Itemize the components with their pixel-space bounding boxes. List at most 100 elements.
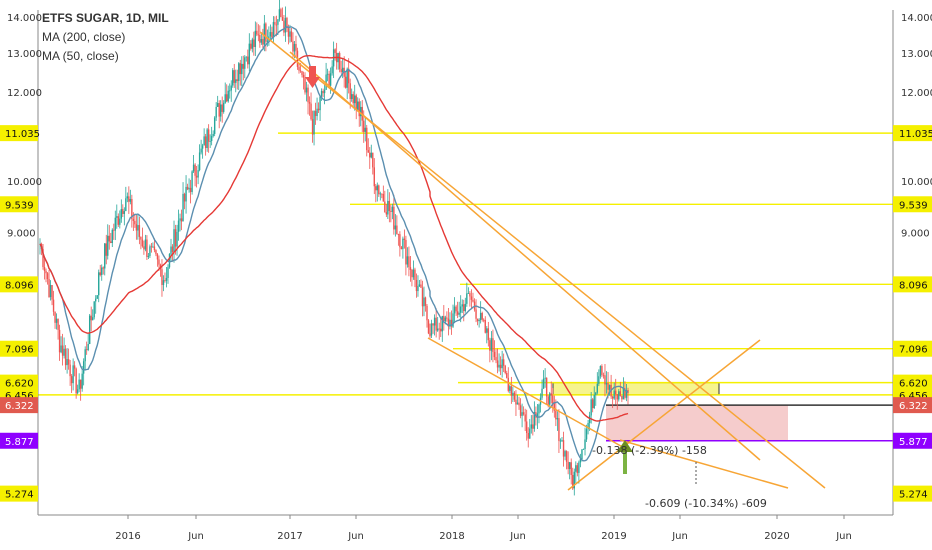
price-badge-text-right: 7.096 xyxy=(899,345,928,356)
x-tick-label: Jun xyxy=(835,531,852,542)
candle-body xyxy=(260,39,263,43)
ma50-line xyxy=(39,25,629,462)
candle-body xyxy=(512,392,514,396)
legend-ma200[interactable]: MA (200, close) xyxy=(42,30,126,44)
candle-body xyxy=(354,95,356,104)
candle-body xyxy=(504,365,506,374)
candle-body xyxy=(117,216,120,225)
candle-body xyxy=(341,67,344,73)
candle-body xyxy=(162,280,165,285)
legend-symbol[interactable]: ETFS SUGAR, 1D, MIL xyxy=(42,11,169,25)
candle-body xyxy=(579,459,582,463)
candle-body xyxy=(472,299,474,302)
candle-body xyxy=(522,412,525,415)
candle-body xyxy=(373,167,375,187)
x-tick-label: 2017 xyxy=(277,531,302,542)
y-tick-label-left: 13.000 xyxy=(7,49,42,60)
candle-body xyxy=(427,320,430,334)
candle-body xyxy=(256,30,258,35)
candle-body xyxy=(561,440,563,441)
candle-body xyxy=(122,209,124,214)
trendline xyxy=(427,337,629,451)
legend-ma50[interactable]: MA (50, close) xyxy=(42,49,119,63)
price-badge-left xyxy=(0,276,38,293)
candle-body xyxy=(402,238,404,250)
candle-body xyxy=(107,235,109,256)
candle-body xyxy=(338,53,341,70)
price-badge-text-right: 9.539 xyxy=(899,200,928,211)
candle-body xyxy=(433,317,436,326)
x-tick-label: 2020 xyxy=(764,531,789,542)
candle-body xyxy=(280,9,282,18)
candle-body xyxy=(171,246,174,252)
candle-body xyxy=(408,256,410,268)
candle-body xyxy=(262,39,264,45)
candle-body xyxy=(430,323,433,336)
candle-body xyxy=(177,220,180,232)
candle-body xyxy=(565,451,568,462)
candle-body xyxy=(487,328,490,341)
candle-body xyxy=(530,424,533,429)
candle-body xyxy=(307,87,309,103)
candle-body xyxy=(518,402,520,406)
candle-body xyxy=(555,410,557,420)
candle-body xyxy=(484,319,486,333)
candle-body xyxy=(198,152,201,171)
candle-body xyxy=(536,413,539,418)
candle-body xyxy=(358,101,360,117)
candle-body xyxy=(550,393,552,396)
candle-body xyxy=(265,23,267,42)
candle-body xyxy=(200,148,202,153)
candle-body xyxy=(403,238,406,241)
candle-body xyxy=(272,22,275,38)
candle-body xyxy=(440,328,442,332)
candle-body xyxy=(299,70,302,72)
candle-body xyxy=(399,234,401,248)
candle-body xyxy=(263,23,266,45)
candle-body xyxy=(52,299,55,312)
candle-body xyxy=(450,319,453,327)
candle-body xyxy=(189,187,192,193)
trendline xyxy=(567,339,761,491)
price-badge-left xyxy=(0,432,38,449)
candle-body xyxy=(459,306,462,313)
candle-body xyxy=(141,239,144,247)
candle-body xyxy=(116,216,118,218)
price-badge-right xyxy=(893,374,932,391)
candle-body xyxy=(61,345,64,356)
candle-body xyxy=(281,17,284,21)
candle-body xyxy=(48,279,50,298)
candle-body xyxy=(352,94,354,104)
candle-body xyxy=(305,87,308,93)
candle-body xyxy=(532,424,534,429)
candle-body xyxy=(168,253,171,268)
candle-body xyxy=(82,361,85,374)
candle-body xyxy=(197,170,199,178)
x-tick-label: Jun xyxy=(509,531,526,542)
candle-body xyxy=(506,373,508,378)
candle-body xyxy=(602,374,605,376)
price-badge-text-right: 8.096 xyxy=(899,280,928,291)
candle-body xyxy=(467,293,470,294)
candle-body xyxy=(286,17,288,29)
candle-body xyxy=(302,74,305,78)
candle-body xyxy=(179,218,181,221)
price-badge-text-right: 5.274 xyxy=(899,490,928,501)
x-tick-label: Jun xyxy=(671,531,688,542)
candle-body xyxy=(99,272,101,275)
candle-body xyxy=(73,365,76,369)
candle-body xyxy=(593,394,595,409)
candle-body xyxy=(461,304,463,307)
candle-body xyxy=(598,376,600,384)
candle-body xyxy=(119,218,121,225)
candle-body xyxy=(372,152,374,168)
candle-body xyxy=(257,34,260,36)
candle-body xyxy=(207,129,210,142)
x-tick-label: 2018 xyxy=(439,531,464,542)
candle-body xyxy=(570,462,572,475)
candle-body xyxy=(45,270,47,274)
candle-body xyxy=(170,246,172,254)
candle-body xyxy=(216,103,219,107)
candle-body xyxy=(70,376,73,384)
